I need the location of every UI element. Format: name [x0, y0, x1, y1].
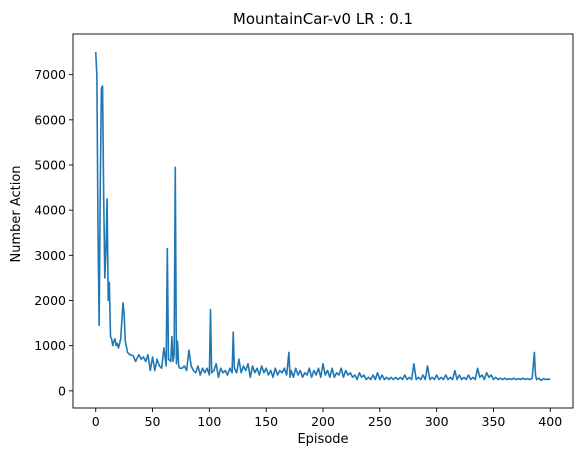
- y-axis-label: Number Action: [9, 165, 24, 262]
- x-axis: 0 50 100 150 200 250 300 350 400: [92, 408, 562, 429]
- y-tick-label: 2000: [34, 293, 66, 308]
- y-tick-label: 3000: [34, 248, 66, 263]
- y-tick-label: 5000: [34, 157, 66, 172]
- x-tick-label: 300: [425, 414, 449, 429]
- y-tick-label: 6000: [34, 112, 66, 127]
- x-tick-label: 50: [145, 414, 161, 429]
- x-tick-label: 150: [254, 414, 278, 429]
- x-tick-label: 0: [92, 414, 100, 429]
- series-line-0: [94, 52, 551, 382]
- y-tick-label: 1000: [34, 338, 66, 353]
- x-tick-label: 400: [538, 414, 562, 429]
- x-tick-label: 350: [482, 414, 506, 429]
- y-axis: 0 1000 2000 3000 4000 5000 6000 7000: [34, 67, 73, 398]
- x-tick-label: 250: [368, 414, 392, 429]
- x-tick-label: 200: [311, 414, 335, 429]
- y-tick-label: 0: [58, 383, 66, 398]
- x-tick-label: 100: [197, 414, 221, 429]
- y-tick-label: 7000: [34, 67, 66, 82]
- y-tick-label: 4000: [34, 203, 66, 218]
- chart-title: MountainCar-v0 LR : 0.1: [233, 10, 413, 28]
- x-axis-label: Episode: [297, 432, 348, 447]
